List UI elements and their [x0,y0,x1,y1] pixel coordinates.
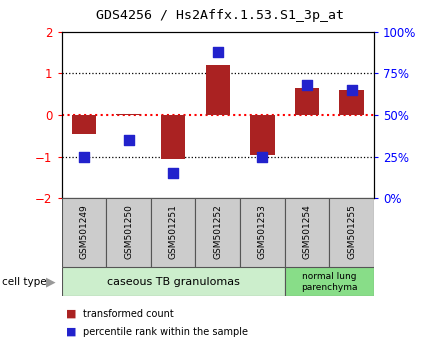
Bar [106,198,151,267]
Text: GSM501251: GSM501251 [169,204,178,259]
Text: GSM501255: GSM501255 [347,204,356,259]
Text: ▶: ▶ [46,275,55,288]
Bar [205,65,230,115]
Point [125,137,132,143]
Bar [339,90,364,115]
Text: normal lung
parenchyma: normal lung parenchyma [301,272,358,292]
Text: transformed count: transformed count [83,309,173,319]
Text: percentile rank within the sample: percentile rank within the sample [83,327,248,337]
Text: caseous TB granulomas: caseous TB granulomas [107,277,240,287]
Text: ■: ■ [66,327,77,337]
Bar [330,198,374,267]
Text: GSM501253: GSM501253 [258,204,267,259]
Bar [285,198,330,267]
Point [259,154,266,159]
Bar [250,115,275,155]
Bar [72,115,96,134]
Text: GDS4256 / Hs2Affx.1.53.S1_3p_at: GDS4256 / Hs2Affx.1.53.S1_3p_at [96,9,344,22]
Text: GSM501252: GSM501252 [213,204,222,259]
Text: cell type: cell type [2,277,47,287]
Bar [116,114,141,115]
Text: GSM501254: GSM501254 [303,204,312,259]
Bar [195,198,240,267]
Bar [161,115,185,159]
Bar [62,267,285,296]
Bar [295,88,319,115]
Bar [151,198,195,267]
Bar [285,267,374,296]
Point [170,171,177,176]
Text: GSM501249: GSM501249 [79,204,88,259]
Bar [240,198,285,267]
Point [348,87,355,93]
Point [214,49,221,55]
Point [81,154,88,159]
Text: GSM501250: GSM501250 [124,204,133,259]
Bar [62,198,106,267]
Text: ■: ■ [66,309,77,319]
Point [304,82,311,88]
